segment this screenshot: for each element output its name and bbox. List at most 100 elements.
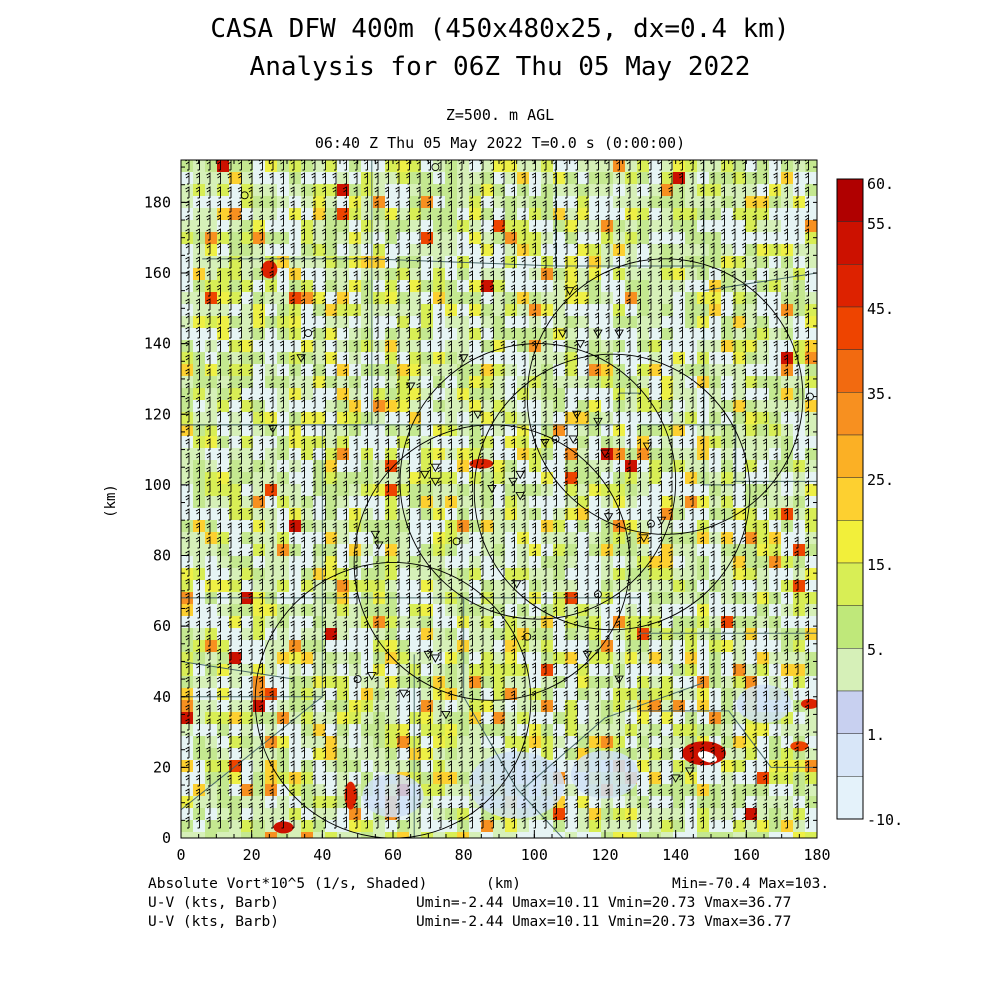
field-cell bbox=[601, 352, 613, 364]
field-cell bbox=[289, 256, 301, 268]
field-cell bbox=[457, 736, 469, 748]
field-cell bbox=[361, 736, 373, 748]
field-cell bbox=[517, 268, 529, 280]
field-cell bbox=[181, 544, 193, 556]
field-cell bbox=[589, 676, 601, 688]
field-cell bbox=[469, 736, 481, 748]
field-cell bbox=[229, 244, 241, 256]
field-cell bbox=[205, 256, 217, 268]
field-cell bbox=[673, 208, 685, 220]
field-cell bbox=[805, 688, 817, 700]
field-cell bbox=[325, 292, 337, 304]
colorbar-label: 25. bbox=[867, 471, 894, 489]
field-cell bbox=[433, 172, 445, 184]
field-cell bbox=[325, 184, 337, 196]
field-cell bbox=[253, 352, 265, 364]
field-cell bbox=[421, 448, 433, 460]
field-cell bbox=[625, 436, 637, 448]
field-cell bbox=[709, 580, 721, 592]
field-cell bbox=[517, 352, 529, 364]
field-cell bbox=[205, 616, 217, 628]
field-cell bbox=[193, 652, 205, 664]
field-cell bbox=[553, 184, 565, 196]
field-cell bbox=[793, 184, 805, 196]
field-cell bbox=[445, 652, 457, 664]
field-cell bbox=[541, 208, 553, 220]
field-cell bbox=[745, 256, 757, 268]
field-cell bbox=[541, 232, 553, 244]
field-cell bbox=[745, 268, 757, 280]
y-tick-label: 80 bbox=[153, 547, 171, 565]
field-cell bbox=[709, 520, 721, 532]
field-cell bbox=[181, 376, 193, 388]
field-cell bbox=[277, 484, 289, 496]
field-cell bbox=[325, 268, 337, 280]
field-cell bbox=[733, 220, 745, 232]
field-cell bbox=[373, 628, 385, 640]
field-cell bbox=[577, 172, 589, 184]
field-cell bbox=[805, 544, 817, 556]
field-cell bbox=[301, 736, 313, 748]
field-cell bbox=[673, 820, 685, 832]
field-cell bbox=[313, 184, 325, 196]
field-cell bbox=[181, 160, 193, 172]
field-cell bbox=[613, 244, 625, 256]
field-cell bbox=[625, 172, 637, 184]
field-cell bbox=[289, 652, 301, 664]
field-cell bbox=[433, 544, 445, 556]
field-cell bbox=[709, 328, 721, 340]
field-cell bbox=[505, 448, 517, 460]
field-cell bbox=[253, 448, 265, 460]
field-cell bbox=[793, 808, 805, 820]
field-cell bbox=[673, 424, 685, 436]
field-cell bbox=[793, 664, 805, 676]
field-cell bbox=[433, 796, 445, 808]
field-cell bbox=[505, 352, 517, 364]
field-cell bbox=[301, 796, 313, 808]
field-cell bbox=[589, 544, 601, 556]
field-cell bbox=[541, 508, 553, 520]
field-cell bbox=[325, 736, 337, 748]
field-cell bbox=[193, 280, 205, 292]
field-cell bbox=[769, 520, 781, 532]
field-cell bbox=[421, 616, 433, 628]
field-cell bbox=[769, 604, 781, 616]
field-cell bbox=[289, 808, 301, 820]
field-cell bbox=[325, 340, 337, 352]
field-cell bbox=[493, 316, 505, 328]
field-cell bbox=[373, 688, 385, 700]
field-cell bbox=[361, 244, 373, 256]
colorbar-segment bbox=[836, 392, 864, 436]
field-cell bbox=[469, 652, 481, 664]
field-cell bbox=[469, 184, 481, 196]
field-cell bbox=[421, 736, 433, 748]
field-cell bbox=[289, 544, 301, 556]
field-cell bbox=[745, 340, 757, 352]
field-cell bbox=[805, 352, 817, 364]
field-cell bbox=[589, 568, 601, 580]
field-cell bbox=[601, 316, 613, 328]
field-cell bbox=[301, 712, 313, 724]
colorbar-label: 15. bbox=[867, 556, 894, 574]
field-cell bbox=[757, 652, 769, 664]
field-cell bbox=[313, 304, 325, 316]
field-cell bbox=[373, 184, 385, 196]
footer-minmax: Min=-70.4 Max=103. bbox=[672, 876, 830, 892]
field-cell bbox=[505, 376, 517, 388]
field-cell bbox=[373, 220, 385, 232]
field-cell bbox=[589, 520, 601, 532]
field-cell bbox=[553, 460, 565, 472]
field-cell bbox=[709, 184, 721, 196]
field-cell bbox=[265, 244, 277, 256]
field-cell bbox=[637, 172, 649, 184]
field-cell bbox=[205, 412, 217, 424]
field-cell bbox=[205, 400, 217, 412]
field-cell bbox=[541, 340, 553, 352]
field-cell bbox=[541, 628, 553, 640]
field-cell bbox=[541, 712, 553, 724]
field-cell bbox=[565, 196, 577, 208]
field-cell bbox=[673, 220, 685, 232]
field-cell bbox=[733, 232, 745, 244]
field-cell bbox=[289, 304, 301, 316]
field-cell bbox=[289, 520, 301, 532]
